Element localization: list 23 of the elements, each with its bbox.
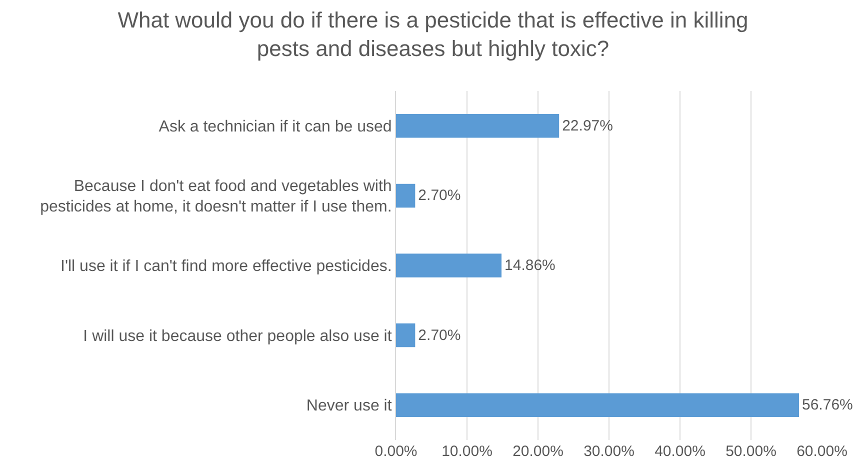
bar <box>396 114 560 138</box>
data-label: 14.86% <box>504 257 556 274</box>
x-tick-label: 0.00% <box>374 443 418 460</box>
x-tick-label: 50.00% <box>726 443 776 460</box>
x-tick-label: 30.00% <box>584 443 634 460</box>
y-tick-label: Ask a technician if it can be used <box>158 118 392 136</box>
bar <box>396 184 416 208</box>
y-tick-label: I will use it because other people also use it <box>83 328 392 345</box>
x-tick-label: 60.00% <box>796 443 848 460</box>
x-tick-label: 10.00% <box>442 443 492 460</box>
data-label: 22.97% <box>562 117 613 134</box>
bar <box>396 254 502 278</box>
y-tick-label: Because I don't eat food and vegetables with pesticides at home, it doesn't matter if I use them. <box>40 178 392 216</box>
data-label: 56.76% <box>802 396 853 414</box>
y-tick-label: Never use it <box>306 398 392 415</box>
bar <box>396 393 799 417</box>
bar <box>396 323 416 348</box>
y-tick-label: I'll use it if I can't find more effective pesticides. <box>60 258 392 276</box>
x-tick-label: 40.00% <box>654 443 706 460</box>
data-label: 2.70% <box>418 326 461 344</box>
chart-title: What would you do if there is a pesticide that is effective in killing pests and diseases but highly toxic? <box>118 8 748 62</box>
data-label: 2.70% <box>418 187 461 204</box>
x-tick-label: 20.00% <box>512 443 564 460</box>
